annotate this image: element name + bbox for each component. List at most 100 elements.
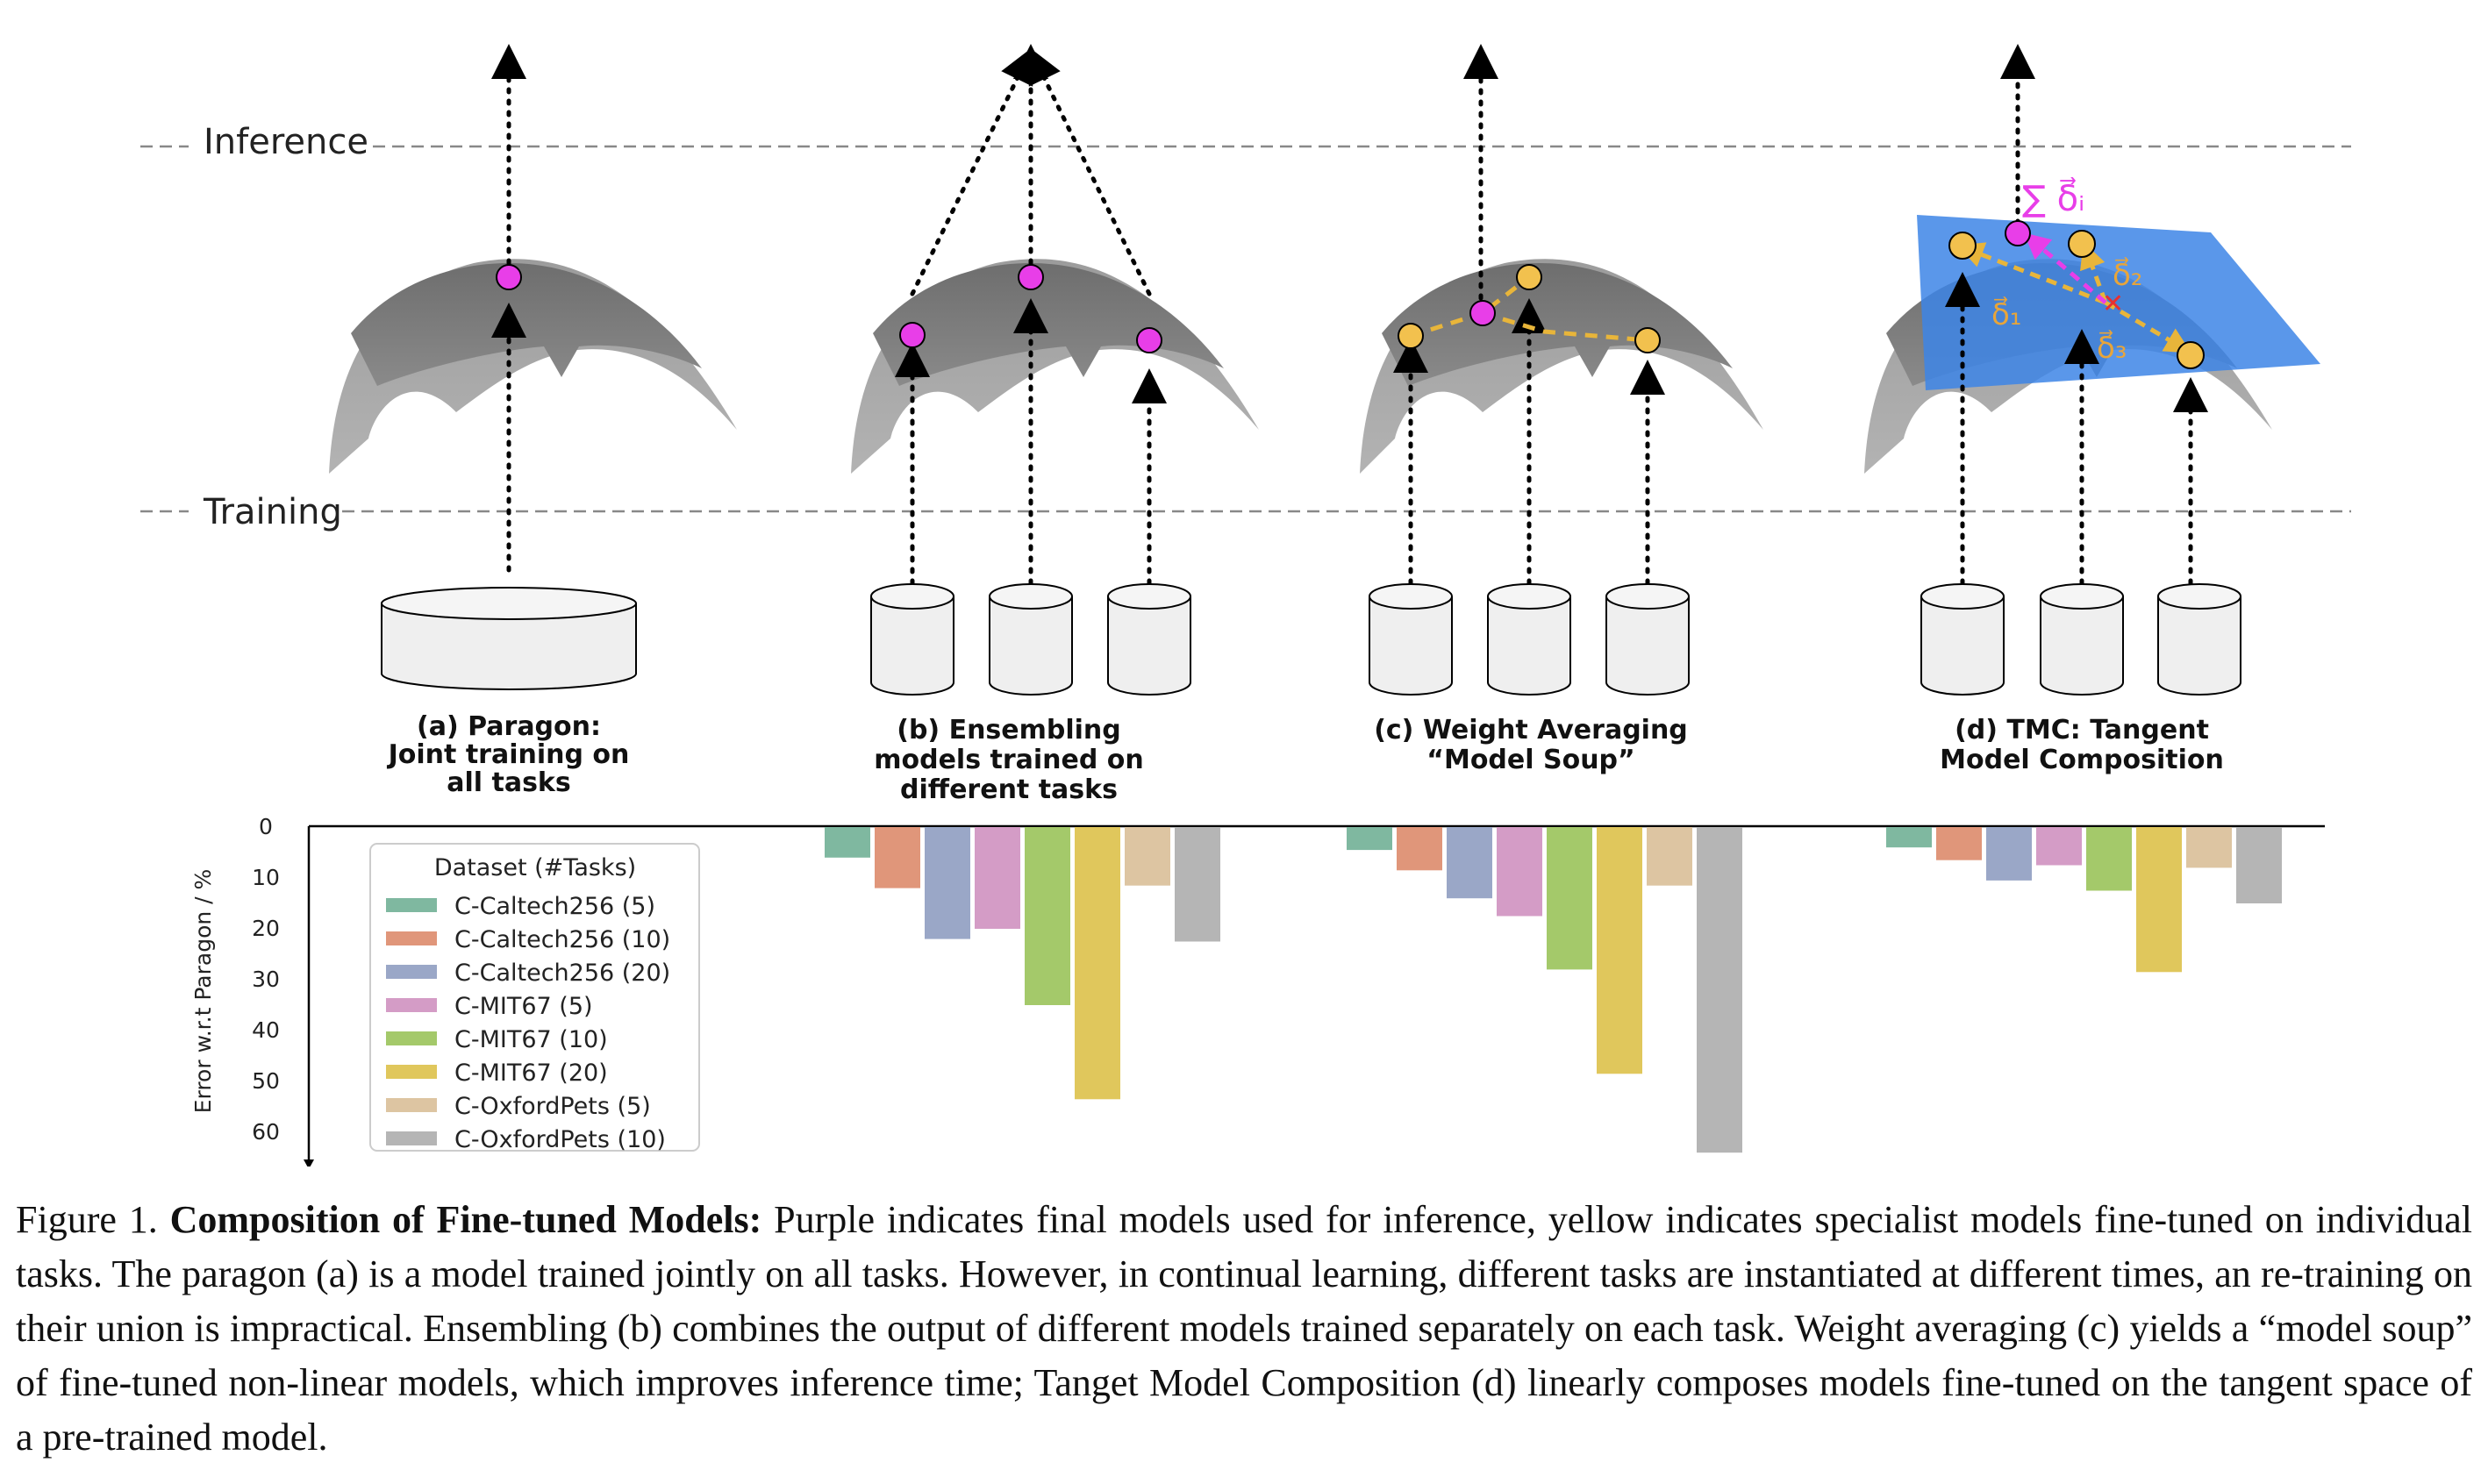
paragon-label-line3: all tasks [447, 767, 571, 798]
tmc-label-line2: Model Composition [1940, 745, 2224, 775]
weight-averaging-label-line1: (c) Weight Averaging [1374, 715, 1688, 746]
loss-landscape-front [351, 263, 702, 386]
y-tick-label: 40 [252, 1017, 280, 1043]
dataset-cylinder [870, 583, 954, 696]
y-tick-label: 0 [259, 814, 273, 839]
dataset-cylinder [2040, 583, 2124, 696]
specialist-model-dot [2177, 341, 2205, 369]
legend-items: C-Caltech256 (5) C-Caltech256 (10) C-Calte… [386, 893, 670, 1153]
weight-averaging-label-line2: “Model Soup” [1426, 745, 1635, 775]
bar [1497, 827, 1542, 917]
legend-entry: C-Caltech256 (10) [454, 926, 670, 953]
bar [1125, 827, 1170, 886]
legend-entry: C-MIT67 (5) [454, 993, 593, 1020]
y-ticks: 0 10 20 30 40 50 60 [252, 814, 280, 1145]
dataset-cylinder [989, 583, 1073, 696]
bar [2036, 827, 2082, 866]
panel-paragon: (a) Paragon: Joint training on all tasks [329, 44, 737, 798]
soup-model-dot [1469, 300, 1496, 326]
sum-delta-vector [2023, 232, 2107, 304]
bar [1936, 827, 1982, 860]
legend-swatch [386, 898, 437, 912]
bar [1697, 827, 1742, 1153]
legend-box [369, 843, 700, 1152]
ensemble-model-dot [899, 322, 926, 348]
bar [1175, 827, 1220, 942]
paragon-model-dot [496, 264, 522, 290]
bars [825, 827, 2282, 1153]
error-bar-chart: Error w.r.t Paragon / % 0 10 20 30 40 50 60 Da… [190, 814, 2325, 1167]
legend-entry: C-Caltech256 (5) [454, 893, 655, 920]
bar [2236, 827, 2282, 903]
specialist-model-dot [1634, 327, 1661, 353]
specialist-model-dot [1948, 232, 1977, 260]
legend-entry: C-MIT67 (20) [454, 1059, 608, 1087]
pretrained-point-marker: ✕ [2102, 289, 2124, 319]
legend-entry: C-Caltech256 (20) [454, 960, 670, 987]
y-tick-label: 10 [252, 865, 280, 890]
ensemble-model-dot [1018, 264, 1044, 290]
y-tick-label: 30 [252, 967, 280, 992]
bar [1397, 827, 1442, 871]
specialist-model-dot [1516, 264, 1542, 290]
bar [2086, 827, 2132, 891]
legend-swatch [386, 1131, 437, 1145]
tangent-plane [1917, 215, 2320, 390]
sum-delta-label: ∑ δ⃗ᵢ [2022, 177, 2084, 219]
loss-landscape-front [1382, 263, 1733, 386]
caption-title: Composition of Fine-tuned Models: [169, 1198, 762, 1241]
bar [2186, 827, 2232, 868]
bar [2136, 827, 2182, 973]
dataset-cylinder [1605, 583, 1690, 696]
delta1-label: δ⃗₁ [1991, 296, 2021, 332]
bar [875, 827, 920, 888]
dataset-cylinder [1920, 583, 2005, 696]
specialist-model-dot [2068, 230, 2096, 258]
legend-entry: C-MIT67 (10) [454, 1026, 608, 1053]
dataset-cylinder [1107, 583, 1191, 696]
bar [1986, 827, 2032, 881]
bar [1886, 827, 1932, 848]
legend-title: Dataset (#Tasks) [434, 854, 636, 881]
legend-swatch [386, 1098, 437, 1112]
ensemble-arrow [910, 47, 1033, 296]
tmc-label-line1: (d) TMC: Tangent [1955, 715, 2209, 746]
bar [825, 827, 870, 858]
legend-swatch [386, 1031, 437, 1045]
legend-swatch [386, 1065, 437, 1079]
y-tick-label: 60 [252, 1119, 280, 1145]
paragon-label-line1: (a) Paragon: [417, 711, 601, 742]
caption-body: Purple indicates final models used for i… [16, 1198, 2473, 1459]
bar [1547, 827, 1592, 970]
ensemble-model-dot [1136, 327, 1162, 353]
panel-weight-averaging: (c) Weight Averaging “Model Soup” [1360, 44, 1763, 775]
delta2-label: δ⃗₂ [2113, 257, 2142, 293]
ensembling-label-line3: different tasks [900, 774, 1118, 805]
ensembling-label-line2: models trained on [874, 745, 1144, 775]
specialist-model-dot [1398, 323, 1424, 349]
bar [1025, 827, 1070, 1005]
delta3-label: δ⃗₃ [2097, 330, 2127, 366]
tmc-model-dot [2005, 220, 2031, 246]
panel-ensembling: (b) Ensembling models trained on differe… [851, 44, 1259, 805]
inference-label: Inference [204, 122, 368, 162]
joint-dataset-cylinder [381, 587, 637, 690]
figure-caption: Figure 1. Composition of Fine-tuned Mode… [16, 1193, 2472, 1465]
delta3-vector [2104, 300, 2191, 353]
legend-swatch [386, 931, 437, 945]
dataset-cylinder [1369, 583, 1453, 696]
y-tick-label: 50 [252, 1068, 280, 1094]
panel-tmc: ✕ ∑ δ⃗ᵢ δ⃗₁ δ⃗₂ δ⃗₃ (d) TMC: Tangent Mod… [1864, 44, 2320, 775]
paragon-label-line2: Joint training on [387, 739, 630, 770]
caption-prefix: Figure 1. [16, 1198, 170, 1241]
y-axis-arrowhead [304, 1159, 314, 1167]
dataset-cylinder [1487, 583, 1571, 696]
y-tick-label: 20 [252, 916, 280, 941]
legend-swatch [386, 965, 437, 979]
bar [1347, 827, 1392, 851]
ensembling-label-line1: (b) Ensembling [897, 715, 1121, 746]
loss-landscape-front [873, 263, 1224, 386]
y-axis-label: Error w.r.t Paragon / % [190, 869, 216, 1114]
bar [1647, 827, 1692, 886]
legend-entry: C-OxfordPets (5) [454, 1093, 651, 1120]
